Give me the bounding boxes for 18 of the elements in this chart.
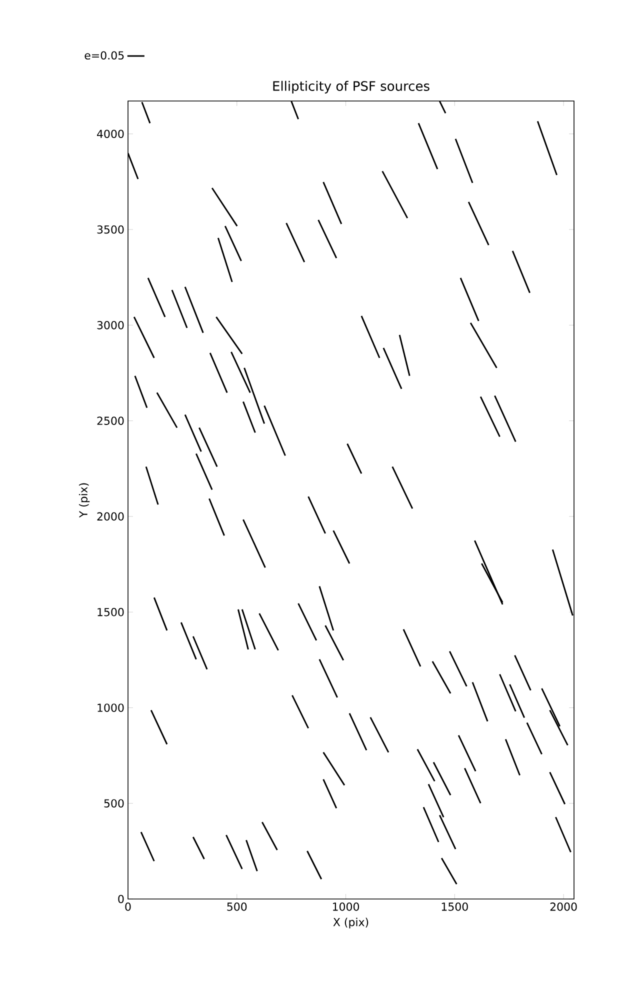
x-tick-label: 1000 bbox=[332, 902, 360, 911]
y-tick-label: 3000 bbox=[97, 321, 124, 330]
y-tick-label: 3500 bbox=[97, 225, 124, 234]
y-tick-label: 4000 bbox=[97, 130, 124, 138]
x-tick-label: 0 bbox=[125, 902, 131, 911]
x-axis-title: X (pix) bbox=[333, 918, 368, 928]
x-tick-label: 1500 bbox=[442, 902, 468, 911]
y-tick-label: 2500 bbox=[97, 416, 124, 425]
y-tick-label: 0 bbox=[118, 894, 124, 904]
y-tick-label: 500 bbox=[104, 799, 124, 808]
x-tick-label: 2000 bbox=[550, 902, 577, 911]
x-tick-label: 500 bbox=[227, 902, 247, 911]
chart-title: Ellipticity of PSF sources bbox=[273, 80, 430, 94]
y-tick-label: 1500 bbox=[98, 608, 124, 616]
y-axis-title: Y (pix) bbox=[78, 483, 90, 518]
y-tick-label: 2000 bbox=[97, 512, 124, 521]
y-tick-label: 1000 bbox=[98, 704, 124, 712]
legend-label: e=0.05 bbox=[84, 51, 124, 60]
